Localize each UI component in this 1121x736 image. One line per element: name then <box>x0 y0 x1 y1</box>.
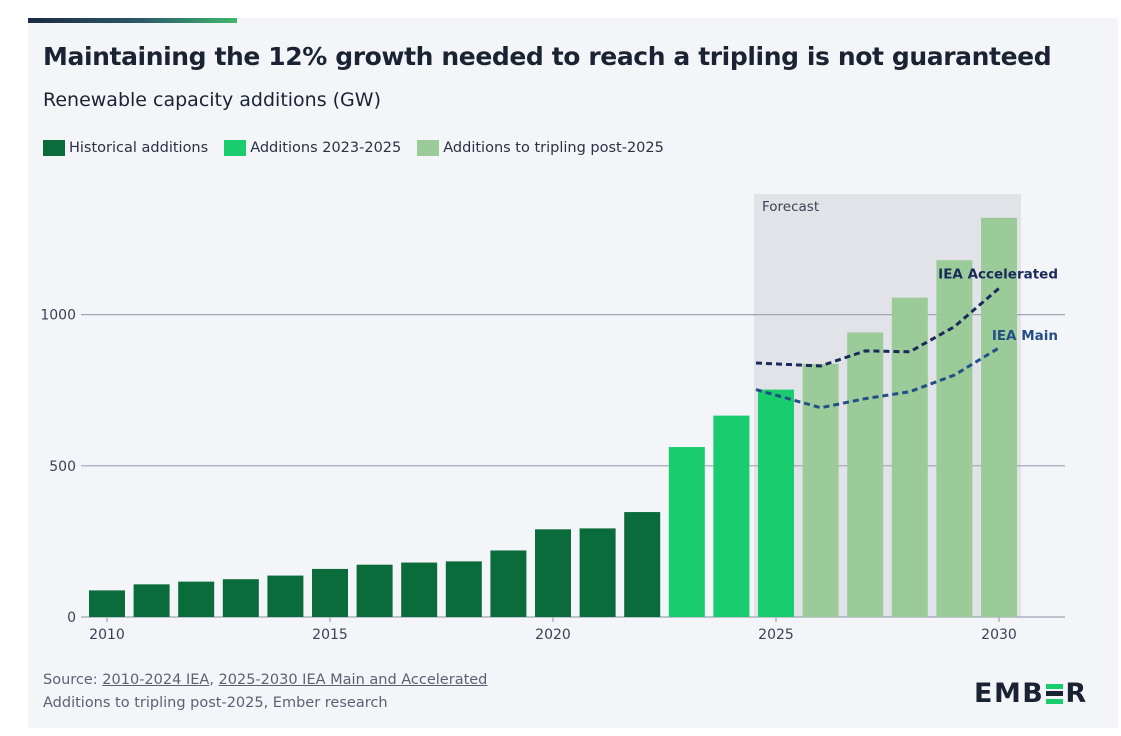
x-tick-label-2015: 2015 <box>312 627 348 643</box>
logo-mark-bar-bottom <box>1046 698 1064 704</box>
forecast-shade <box>754 194 1021 617</box>
bar-2026 <box>802 363 839 617</box>
bar-2019 <box>490 550 527 617</box>
legend-label-2023-2025: Additions 2023-2025 <box>250 140 402 156</box>
bar-2013 <box>222 579 259 617</box>
bar-2021 <box>579 528 616 617</box>
source-line-2: Additions to tripling post-2025, Ember r… <box>43 695 388 711</box>
bar-2015 <box>312 568 348 617</box>
iea-accelerated-label: IEA Accelerated <box>938 266 1058 282</box>
legend-swatch-2023-2025 <box>224 140 247 156</box>
legend-swatch-tripling <box>417 140 440 156</box>
logo-mark-bar-middle <box>1046 691 1064 696</box>
legend-label-tripling: Additions to tripling post-2025 <box>443 140 664 156</box>
logo-e-mark <box>1046 683 1064 704</box>
chart-title: Maintaining the 12% growth needed to rea… <box>43 42 1052 71</box>
legend-item-tripling: Additions to tripling post-2025 <box>417 140 664 156</box>
chart-subtitle: Renewable capacity additions (GW) <box>43 89 381 111</box>
bar-2018 <box>445 561 482 617</box>
bar-2030 <box>981 217 1017 617</box>
legend-label-historical: Historical additions <box>69 140 209 156</box>
accent-bar <box>28 18 237 23</box>
iea-main-label: IEA Main <box>992 328 1058 344</box>
legend-swatch-historical <box>43 140 65 156</box>
bar-2016 <box>356 564 393 617</box>
y-axis: 0 500 1000 <box>40 308 76 626</box>
source-separator: , <box>209 672 219 688</box>
legend-item-2023-2025: Additions 2023-2025 <box>224 140 401 156</box>
source-prefix: Source: <box>43 672 103 688</box>
bar-2023 <box>668 447 705 617</box>
bars <box>89 217 1017 617</box>
iea-accelerated-line <box>755 287 1000 368</box>
x-axis: 2010 2015 2020 2025 2030 <box>89 617 1017 643</box>
bar-2014 <box>267 575 304 617</box>
y-tick-label-0: 0 <box>67 610 76 626</box>
bar-2025 <box>758 389 794 617</box>
logo-text-right: R <box>1065 678 1088 709</box>
legend: Historical additions Additions 2023-2025… <box>43 140 680 156</box>
logo-mark-bar-top <box>1046 683 1064 689</box>
bar-2029 <box>936 260 973 617</box>
chart-card: Maintaining the 12% growth needed to rea… <box>28 18 1118 728</box>
ember-logo: EMB R <box>974 678 1088 709</box>
source-line-1: Source: 2010-2024 IEA, 2025-2030 IEA Mai… <box>43 669 487 692</box>
source-link-iea[interactable]: 2010-2024 IEA <box>102 672 210 688</box>
forecast-label: Forecast <box>762 199 819 215</box>
x-tick-label-2025: 2025 <box>758 627 794 643</box>
bar-2012 <box>178 581 215 617</box>
logo-text-left: EMB <box>974 678 1045 709</box>
source-note: Source: 2010-2024 IEA, 2025-2030 IEA Mai… <box>43 669 487 715</box>
y-tick-label-500: 500 <box>49 459 76 475</box>
x-tick-label-2030: 2030 <box>981 627 1017 643</box>
iea-main-line <box>755 346 1000 410</box>
bar-2011 <box>133 584 170 617</box>
legend-item-historical: Historical additions <box>43 140 208 156</box>
bar-2024 <box>713 415 750 617</box>
projection-lines: IEA Accelerated IEA Main <box>755 266 1058 410</box>
forecast-region: Forecast <box>754 194 1021 617</box>
bar-2027 <box>847 332 884 617</box>
y-tick-label-1000: 1000 <box>40 308 76 324</box>
bar-2020 <box>535 529 571 617</box>
source-link-iea-main-accelerated[interactable]: 2025-2030 IEA Main and Accelerated <box>218 672 488 688</box>
bar-2017 <box>401 562 438 617</box>
bar-2010 <box>89 590 125 617</box>
x-tick-label-2020: 2020 <box>535 627 571 643</box>
x-tick-label-2010: 2010 <box>89 627 125 643</box>
bar-2022 <box>624 512 661 617</box>
